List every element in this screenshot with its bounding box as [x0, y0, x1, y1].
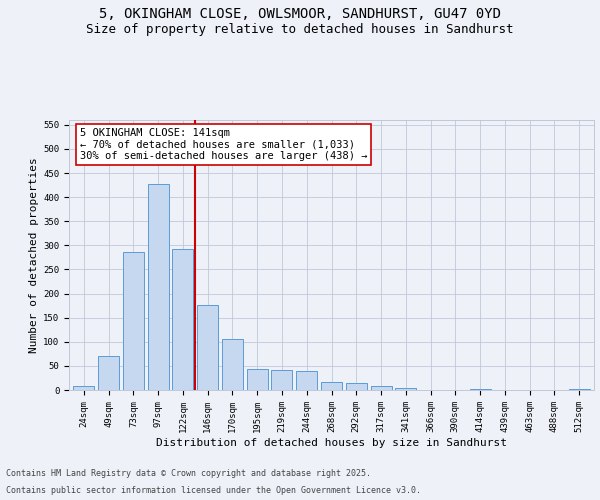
- Text: Contains HM Land Registry data © Crown copyright and database right 2025.: Contains HM Land Registry data © Crown c…: [6, 468, 371, 477]
- Bar: [271, 370, 292, 390]
- Text: 5 OKINGHAM CLOSE: 141sqm
← 70% of detached houses are smaller (1,033)
30% of sem: 5 OKINGHAM CLOSE: 141sqm ← 70% of detach…: [79, 128, 367, 162]
- Bar: [98, 356, 119, 390]
- Bar: [247, 369, 268, 390]
- Bar: [470, 389, 491, 390]
- Bar: [321, 382, 342, 390]
- Bar: [197, 305, 218, 390]
- Text: Size of property relative to detached houses in Sandhurst: Size of property relative to detached ho…: [86, 22, 514, 36]
- Bar: [73, 386, 94, 390]
- Bar: [569, 388, 590, 390]
- Bar: [222, 339, 243, 390]
- Bar: [123, 252, 144, 390]
- Text: 5, OKINGHAM CLOSE, OWLSMOOR, SANDHURST, GU47 0YD: 5, OKINGHAM CLOSE, OWLSMOOR, SANDHURST, …: [99, 8, 501, 22]
- Bar: [346, 383, 367, 390]
- Bar: [172, 248, 193, 390]
- Bar: [395, 388, 416, 390]
- Text: Contains public sector information licensed under the Open Government Licence v3: Contains public sector information licen…: [6, 486, 421, 495]
- Bar: [148, 184, 169, 390]
- Bar: [371, 386, 392, 390]
- Y-axis label: Number of detached properties: Number of detached properties: [29, 157, 39, 353]
- Bar: [296, 371, 317, 390]
- X-axis label: Distribution of detached houses by size in Sandhurst: Distribution of detached houses by size …: [156, 438, 507, 448]
